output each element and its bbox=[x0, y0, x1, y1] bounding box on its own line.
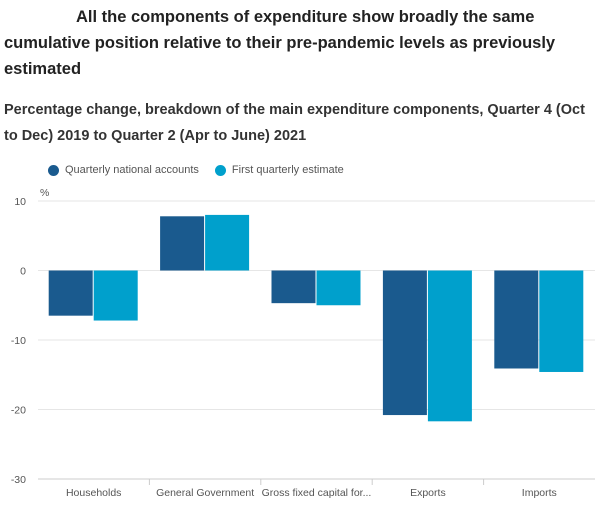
x-category-label: Households bbox=[66, 487, 121, 499]
bar-series-1-0 bbox=[48, 270, 93, 316]
y-tick-label: 10 bbox=[14, 196, 26, 208]
legend-swatch-series-1 bbox=[48, 164, 59, 176]
y-tick-label: -20 bbox=[11, 405, 26, 417]
bar-series-1-1 bbox=[160, 216, 205, 271]
legend-label-series-1: Quarterly national accounts bbox=[65, 164, 199, 176]
axis-layer: 10 0 -10 -20 -30% Households General Governmen… bbox=[11, 187, 595, 499]
legend-item-first-quarterly-estimate[interactable]: First quarterly estimate bbox=[214, 164, 344, 176]
bar-series-1-4 bbox=[494, 270, 539, 369]
bar-series-2-0 bbox=[93, 270, 138, 321]
y-axis-unit-label: % bbox=[40, 187, 49, 199]
bar-series-2-4 bbox=[539, 270, 584, 372]
bar-series-1-3 bbox=[382, 270, 427, 416]
x-category-label: Exports bbox=[410, 487, 446, 499]
bar-series-2-2 bbox=[316, 270, 361, 306]
legend-swatch-series-2 bbox=[214, 164, 226, 176]
y-tick-label: -30 bbox=[11, 474, 26, 486]
bars-layer bbox=[48, 214, 584, 422]
bar-series-2-1 bbox=[205, 214, 250, 271]
chart-legend: Quarterly national accounts First quarte… bbox=[48, 164, 360, 176]
x-category-label: Gross fixed capital for... bbox=[262, 487, 372, 499]
bar-series-2-3 bbox=[427, 270, 472, 422]
legend-label-series-2: First quarterly estimate bbox=[231, 164, 344, 176]
y-tick-label: -10 bbox=[11, 335, 26, 347]
chart-subtitle: Percentage change, breakdown of the main… bbox=[4, 102, 585, 144]
legend-item-quarterly-national-accounts[interactable]: Quarterly national accounts bbox=[48, 164, 199, 176]
chart-title: All the components of expenditure show b… bbox=[4, 8, 556, 78]
bar-series-1-2 bbox=[271, 270, 316, 304]
bar-chart: 10 0 -10 -20 -30% Households General Governmen… bbox=[11, 187, 595, 499]
x-category-label: General Government bbox=[156, 487, 254, 499]
y-tick-label: 0 bbox=[20, 266, 26, 278]
x-category-label: Imports bbox=[522, 487, 557, 499]
